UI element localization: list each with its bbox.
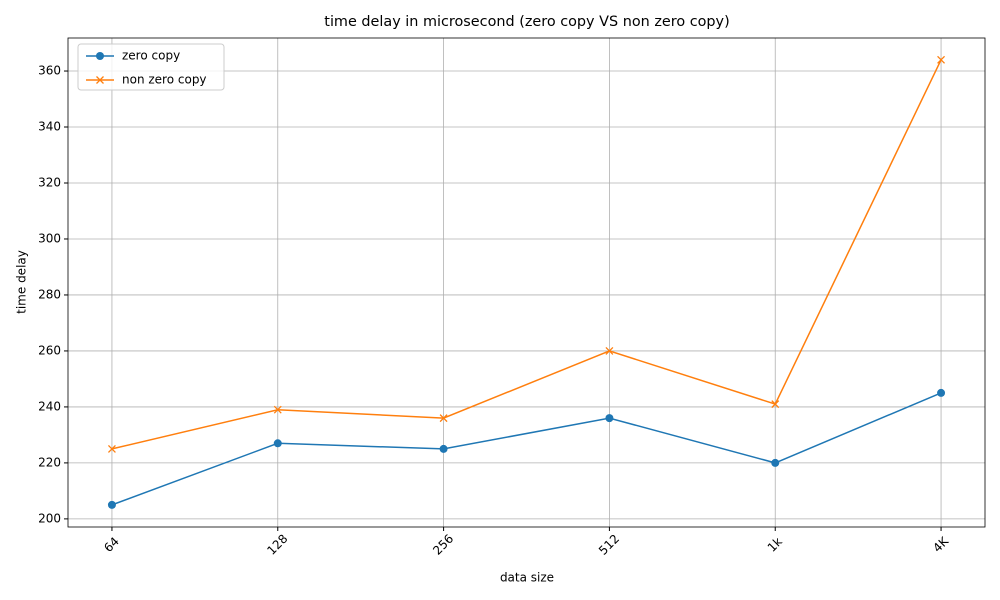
x-axis-label: data size — [500, 571, 554, 585]
marker — [273, 405, 282, 414]
y-tick-label: 260 — [38, 343, 61, 357]
marker — [771, 400, 780, 409]
legend-marker — [96, 52, 104, 60]
marker — [439, 414, 448, 423]
chart-title: time delay in microsecond (zero copy VS … — [324, 14, 729, 30]
marker — [771, 458, 780, 467]
marker — [605, 414, 614, 423]
axes-frame — [67, 37, 986, 528]
y-tick-label: 360 — [38, 64, 61, 78]
y-tick-label: 320 — [38, 175, 61, 189]
series-line — [111, 392, 942, 506]
y-tick-label: 340 — [38, 120, 61, 134]
legend-box — [77, 43, 225, 91]
marker — [937, 388, 946, 397]
y-axis-label: time delay — [15, 250, 29, 314]
y-tick-label: 280 — [38, 287, 61, 301]
marker — [273, 439, 282, 448]
legend-marker — [96, 76, 104, 84]
series-line — [111, 59, 942, 450]
marker — [937, 55, 946, 64]
legend-label: non zero copy — [122, 73, 207, 87]
y-tick-label: 200 — [38, 511, 61, 525]
marker — [107, 500, 116, 509]
marker — [107, 444, 116, 453]
marker — [439, 444, 448, 453]
y-tick-label: 220 — [38, 455, 61, 469]
marker — [605, 346, 614, 355]
y-tick-label: 300 — [38, 231, 61, 245]
y-tick-label: 240 — [38, 399, 61, 413]
legend-label: zero copy — [122, 49, 180, 63]
